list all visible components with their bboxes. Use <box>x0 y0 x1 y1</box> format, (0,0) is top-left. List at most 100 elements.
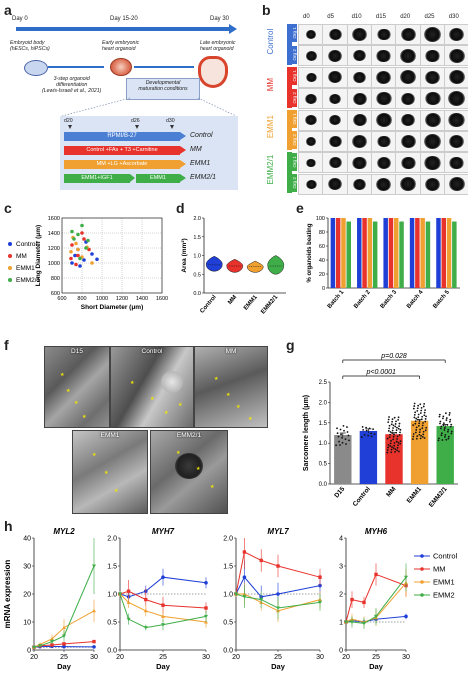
data-point <box>361 426 364 428</box>
data-point <box>421 427 424 430</box>
group-bar-2 <box>287 109 292 151</box>
data-point <box>396 446 399 449</box>
data-point <box>398 422 401 425</box>
embryoid-body-icon <box>24 60 48 76</box>
organoid-blob <box>376 49 392 63</box>
y-tick-label: 20 <box>319 272 325 278</box>
data-point <box>437 437 440 440</box>
data-point <box>340 433 342 436</box>
y-tick-label: 1600 <box>48 216 60 222</box>
y-axis-label: Long Diameter (μm) <box>35 225 42 286</box>
organoid-cell <box>419 66 446 88</box>
scatter-point <box>80 223 84 228</box>
late-organoid-icon <box>198 56 228 88</box>
data-point <box>396 435 399 438</box>
arrow-1 <box>48 66 104 68</box>
em-star-marker: ★ <box>226 392 231 398</box>
y-tick-label: 0.5 <box>319 462 328 468</box>
scatter-point <box>69 249 73 254</box>
scatter-point <box>70 229 74 234</box>
organoid-blob <box>449 135 465 148</box>
series-point-MM <box>62 642 66 646</box>
row-label-3-0: Org 1 <box>292 152 297 171</box>
panel-letter-e: e <box>296 200 304 216</box>
data-point <box>447 428 450 431</box>
y-tick-label: 1.0 <box>223 592 233 599</box>
bar-Control <box>359 430 378 484</box>
organoid-blob <box>328 157 342 169</box>
data-point <box>444 434 447 436</box>
series-point-Control <box>92 645 96 649</box>
x-tick-label: EMM2/1 <box>260 294 279 315</box>
data-point <box>422 433 425 436</box>
data-point <box>399 442 402 445</box>
y-tick-label: 0 <box>27 648 31 655</box>
x-tick-label: 1000 <box>96 296 108 302</box>
bar-EMM1 <box>394 218 399 288</box>
series-point-EMM2 <box>404 575 408 580</box>
zoom-lines <box>61 97 237 117</box>
em-star-marker: ★ <box>66 388 71 394</box>
grid-col-d20: d20 <box>400 14 411 20</box>
data-point <box>390 451 393 454</box>
data-point <box>442 417 444 420</box>
data-point <box>417 413 420 416</box>
y-tick-label: 1.5 <box>223 564 233 571</box>
data-point <box>442 415 445 418</box>
y-tick-label: 800 <box>51 276 60 282</box>
data-point <box>387 421 390 424</box>
y-tick-label: 2.0 <box>319 400 328 406</box>
data-point <box>419 428 422 431</box>
condition-arrowhead-emm2 <box>180 174 186 182</box>
series-point-MM <box>144 597 148 602</box>
data-point <box>372 428 374 431</box>
series-point-EMM1 <box>161 614 165 618</box>
em-star-marker: ★ <box>74 400 79 406</box>
legend-label: MM <box>16 253 27 260</box>
data-point <box>418 419 421 422</box>
data-point <box>391 446 393 448</box>
sig-label-1: p=0.028 <box>380 353 407 360</box>
organoid-blob <box>352 135 368 148</box>
series-point-EMM2 <box>126 617 131 622</box>
day-mark-arrow-1 <box>68 125 72 129</box>
organoid-cell <box>370 24 397 45</box>
organoid-blob <box>328 71 343 84</box>
grid-col-d10: d10 <box>351 14 362 20</box>
data-point <box>386 437 389 440</box>
x-tick-label: EMM2/1 <box>428 485 449 508</box>
x-tick-label: Batch 5 <box>432 289 451 310</box>
organoid-cell <box>322 152 349 174</box>
data-point <box>397 444 399 447</box>
data-point <box>398 425 400 428</box>
row-label-2-0: Org 1 <box>292 109 297 128</box>
y-tick-label: 4 <box>339 536 343 543</box>
data-point <box>396 449 399 452</box>
scatter-point <box>82 237 86 241</box>
data-point <box>414 420 417 423</box>
data-point <box>444 412 447 415</box>
series-point-MM <box>204 606 208 610</box>
condition-bar-emm1: MM +LG +Ascorbate <box>64 160 180 169</box>
condition-bar-mm: Control +FAs + T3 +Carnitine <box>64 146 180 155</box>
data-point <box>341 441 344 444</box>
x-tick-label: Batch 3 <box>380 289 399 310</box>
embryoid-body-label: Embryoid body (hESCs, hiPSCs) <box>10 40 50 52</box>
group-label-1: MM <box>266 77 275 91</box>
data-point <box>422 405 425 408</box>
organoid-cell <box>298 66 324 88</box>
organoid-cell <box>298 24 324 45</box>
y-tick-label: 1.0 <box>107 592 117 599</box>
organoid-cell <box>298 109 324 131</box>
organoid-cell <box>395 109 422 131</box>
x-tick-label: 1600 <box>156 296 168 302</box>
organoid-cell <box>298 88 324 110</box>
x-tick-label: 25 <box>159 654 167 661</box>
data-point <box>438 413 441 416</box>
data-point <box>420 418 423 421</box>
bar-EMM2/1 <box>452 221 457 288</box>
x-tick-label: EMM1 <box>243 294 259 312</box>
bar-MM <box>441 218 447 288</box>
organoid-cell <box>322 88 349 110</box>
data-point <box>346 431 349 433</box>
